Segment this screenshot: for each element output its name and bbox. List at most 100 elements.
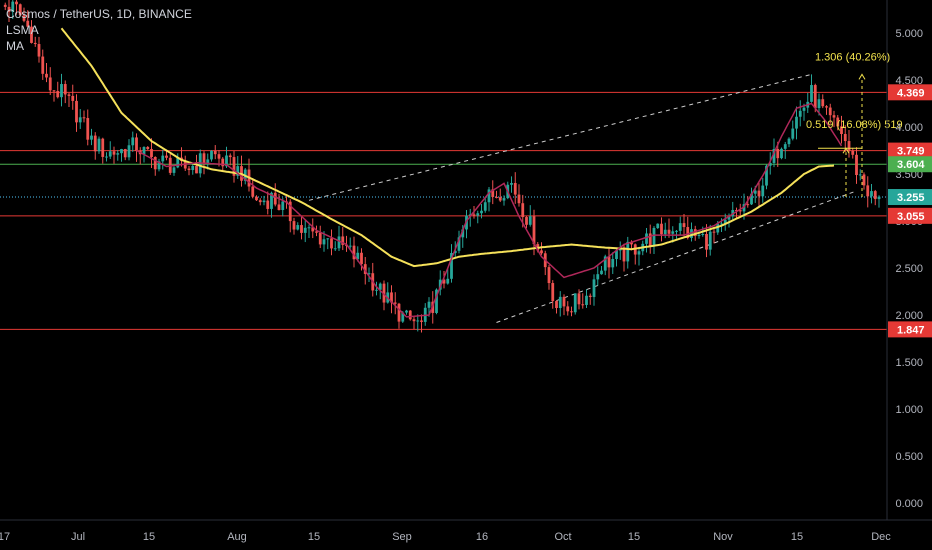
measure-label-1: 0.519 (16.08%) 519 bbox=[806, 119, 903, 131]
candle-up bbox=[142, 147, 146, 155]
candle-down bbox=[292, 221, 296, 230]
candle-down bbox=[330, 238, 333, 249]
price-tag-3 bbox=[888, 189, 932, 206]
candle-up bbox=[810, 85, 813, 102]
candle-down bbox=[56, 91, 60, 98]
x-tick-label: 16 bbox=[476, 531, 488, 543]
price-tag-label-0: 4.369 bbox=[897, 87, 925, 99]
candle-down bbox=[82, 117, 86, 119]
x-tick-label: 15 bbox=[143, 531, 155, 543]
x-tick-label: Oct bbox=[554, 531, 571, 543]
candle-up bbox=[656, 223, 660, 229]
candle-up bbox=[191, 165, 195, 171]
price-tag-4 bbox=[888, 207, 932, 224]
candle-down bbox=[63, 84, 67, 95]
candle-up bbox=[210, 150, 213, 160]
candle-down bbox=[228, 155, 232, 158]
candle-up bbox=[322, 239, 326, 245]
x-tick-label: Jul bbox=[71, 531, 85, 543]
candle-up bbox=[585, 295, 588, 305]
candle-up bbox=[450, 252, 453, 279]
candle-up bbox=[671, 231, 675, 234]
candle-down bbox=[660, 223, 663, 235]
candle-down bbox=[607, 256, 611, 268]
price-axis[interactable]: 0.0000.5001.0001.5002.0002.5003.0003.500… bbox=[895, 28, 923, 510]
candle-up bbox=[337, 236, 341, 249]
x-tick-label: Nov bbox=[713, 531, 733, 543]
candle-down bbox=[7, 6, 11, 12]
candle-down bbox=[862, 174, 866, 186]
candle-up bbox=[348, 245, 352, 247]
candle-up bbox=[11, 1, 15, 12]
indicator-lsma-label[interactable]: LSMA bbox=[6, 23, 39, 37]
candle-down bbox=[93, 135, 97, 152]
price-tag-label-3: 3.255 bbox=[897, 192, 925, 204]
candle-down bbox=[682, 223, 686, 228]
candle-up bbox=[356, 252, 360, 260]
candle-down bbox=[86, 118, 90, 140]
candle-up bbox=[596, 274, 600, 280]
candle-down bbox=[393, 302, 397, 304]
x-tick-label: Dec bbox=[871, 531, 891, 543]
candle-down bbox=[135, 137, 138, 151]
candle-up bbox=[772, 148, 776, 163]
candle-down bbox=[866, 185, 870, 197]
candle-up bbox=[787, 138, 791, 145]
candle-down bbox=[22, 15, 26, 21]
candle-up bbox=[858, 174, 862, 176]
candle-down bbox=[341, 236, 345, 245]
x-tick-label: Aug bbox=[227, 531, 247, 543]
candle-down bbox=[693, 229, 697, 237]
candle-up bbox=[296, 225, 300, 230]
candle-up bbox=[697, 234, 701, 237]
candle-up bbox=[727, 216, 731, 220]
candle-up bbox=[652, 228, 656, 246]
candle-down bbox=[517, 194, 521, 204]
candle-down bbox=[33, 42, 37, 45]
candle-down bbox=[153, 157, 157, 170]
time-axis[interactable]: 17 Jul 15 Aug 15 Sep 16 Oct 15 Nov 15 Dec bbox=[0, 531, 891, 543]
candle-down bbox=[408, 310, 412, 320]
candle-up bbox=[663, 229, 667, 235]
candle-down bbox=[412, 319, 416, 322]
candle-up bbox=[457, 237, 461, 251]
channel-upper-line bbox=[308, 73, 812, 201]
candle-up bbox=[626, 241, 630, 262]
candle-up bbox=[453, 250, 457, 253]
candle-down bbox=[712, 231, 716, 233]
x-tick-label: 15 bbox=[308, 531, 320, 543]
candle-up bbox=[480, 210, 483, 214]
candle-up bbox=[427, 301, 431, 308]
y-tick-label: 4.500 bbox=[895, 75, 923, 87]
candle-down bbox=[300, 225, 303, 233]
candle-up bbox=[401, 312, 405, 322]
candle-down bbox=[420, 320, 423, 322]
candle-down bbox=[588, 295, 592, 297]
candle-up bbox=[225, 155, 228, 167]
candle-down bbox=[315, 231, 318, 233]
candle-up bbox=[108, 151, 112, 157]
candle-down bbox=[551, 283, 555, 302]
candle-up bbox=[753, 190, 757, 194]
candle-up bbox=[637, 251, 641, 255]
indicator-ma-label[interactable]: MA bbox=[6, 39, 24, 53]
candle-down bbox=[382, 283, 386, 303]
candle-down bbox=[648, 233, 652, 246]
candle-down bbox=[521, 203, 525, 218]
candle-down bbox=[547, 267, 551, 284]
candle-down bbox=[513, 183, 517, 195]
y-tick-label: 5.000 bbox=[895, 28, 923, 40]
symbol-title[interactable]: Cosmos / TetherUS, 1D, BINANCE bbox=[6, 7, 192, 21]
ma-line bbox=[60, 27, 835, 268]
candle-down bbox=[165, 155, 168, 158]
candle-down bbox=[71, 95, 75, 101]
candle-down bbox=[705, 233, 708, 250]
candle-down bbox=[738, 210, 742, 212]
candle-down bbox=[622, 247, 626, 262]
candle-up bbox=[791, 128, 795, 139]
price-tag-label-2: 3.604 bbox=[897, 159, 925, 171]
candle-down bbox=[525, 217, 528, 225]
candle-down bbox=[360, 252, 363, 265]
candle-up bbox=[761, 185, 765, 197]
